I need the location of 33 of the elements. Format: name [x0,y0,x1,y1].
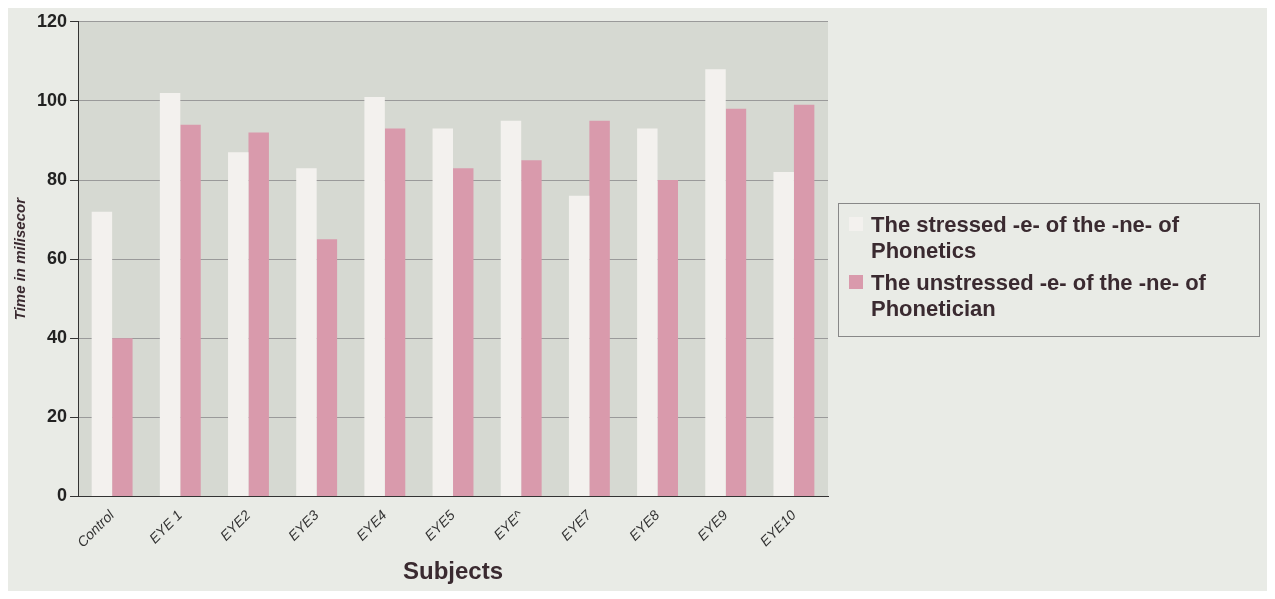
y-tick-label: 20 [47,406,68,427]
bar [159,92,181,496]
bar [589,120,610,496]
bar [453,168,474,496]
y-tick-label: 120 [36,10,68,31]
bar [432,128,454,496]
bar [384,128,406,496]
y-tick-label: 60 [47,248,68,269]
bar [91,211,113,496]
y-tick-label: 0 [57,485,68,506]
bar [637,128,658,496]
bar [657,180,679,496]
bar [500,120,522,496]
bar [793,104,815,496]
bar [180,124,201,496]
bar [364,96,385,496]
y-tick-label: 100 [36,89,68,110]
bar [248,132,269,496]
y-axis-title: Time in milisecor [11,196,29,321]
bar [316,239,338,496]
legend-label: The stressed -e- of the -ne- of Phonetics [871,211,1181,264]
x-axis-title: Subjects [403,557,504,585]
bar [568,195,590,496]
y-tick-label: 80 [47,168,68,189]
bar [296,168,317,496]
bar [773,172,794,496]
bar [521,160,542,496]
y-tick-label: 40 [47,327,68,348]
legend-label: The unstressed -e- of the -ne- of Phonetician [871,269,1207,322]
bar [112,338,133,496]
bar [705,69,726,496]
bar [228,152,249,496]
bar [725,108,747,496]
